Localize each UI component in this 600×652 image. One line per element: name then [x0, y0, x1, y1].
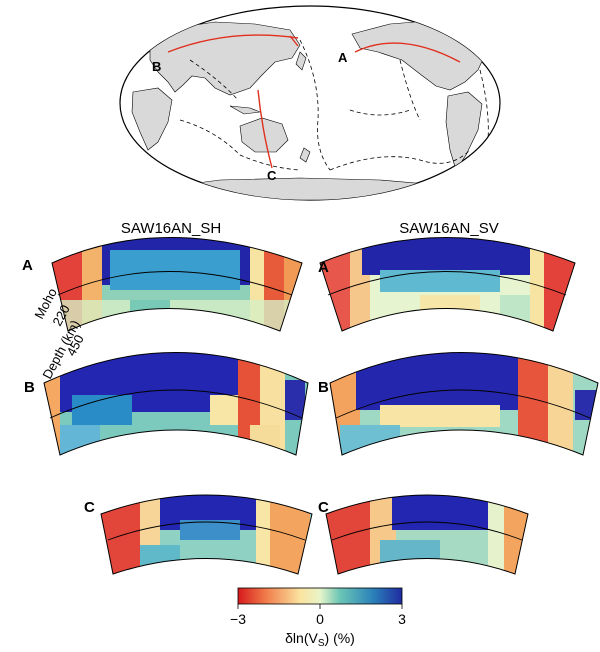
colorbar-gradient [237, 587, 403, 605]
colorbar: −3 0 3 δln(VS) (%) [230, 587, 406, 649]
map-label-b: B [152, 59, 161, 74]
plate-boundaries [179, 39, 489, 171]
map-label-a: A [338, 50, 348, 65]
colorbar-tick-min: −3 [230, 611, 246, 627]
section-label-b-sh: B [24, 379, 35, 396]
moho-line-c-sh [107, 521, 306, 541]
moho-line-a-sv [327, 271, 567, 296]
section-c-sh [100, 494, 313, 575]
path-b [167, 34, 299, 53]
colorbar-title: δln(VS) (%) [285, 630, 355, 649]
section-label-a-sv: A [318, 259, 329, 276]
map-label-c: C [267, 168, 277, 183]
landmass-africa [131, 87, 173, 151]
path-b-2 [289, 35, 299, 47]
section-c-sv [325, 494, 529, 575]
landmass-greenland [477, 13, 500, 45]
section-label-a-sh: A [22, 257, 33, 274]
moho-line-c-sv [331, 521, 523, 541]
landmass-south-america [445, 91, 483, 171]
left-column-title: SAW16AN_SH [121, 220, 221, 237]
section-paths [167, 34, 461, 169]
world-map: B A C [119, 5, 501, 201]
landmass-new-zealand [299, 147, 311, 163]
path-a [354, 42, 461, 63]
landmass-japan [295, 51, 307, 71]
section-label-b-sv: B [318, 379, 329, 396]
section-label-c-sh: C [84, 499, 95, 516]
section-label-c-sv: C [318, 499, 329, 516]
path-c [257, 89, 273, 169]
moho-line-b-sv [335, 389, 591, 419]
moho-line-b-sh [49, 389, 303, 419]
moho-line-a-sh [57, 271, 293, 296]
section-b-sv [329, 352, 599, 456]
colorbar-tick-mid: 0 [316, 611, 324, 627]
colorbar-tick-max: 3 [398, 611, 406, 627]
right-column-title: SAW16AN_SV [399, 220, 499, 237]
landmass-eurasia [149, 21, 301, 96]
